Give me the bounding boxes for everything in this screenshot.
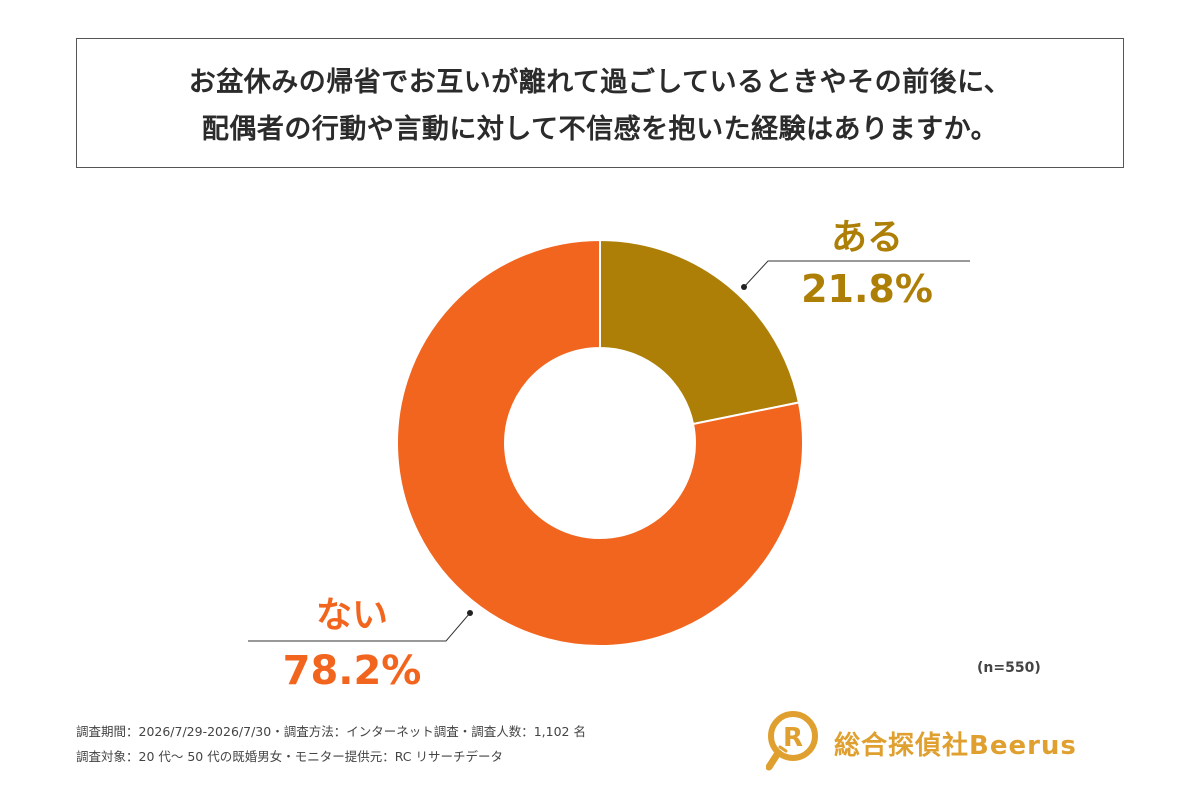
leader-line-nai xyxy=(248,612,471,642)
svg-text:R: R xyxy=(783,723,803,753)
title-line-1: お盆休みの帰省でお互いが離れて過ごしているときやその前後に、 xyxy=(188,67,1012,98)
sample-size-label: (n=550) xyxy=(977,660,1041,676)
value-nai: 78.2% xyxy=(283,648,422,694)
title-line-2: 配偶者の行動や言動に対して不信感を抱いた経験はありますか。 xyxy=(201,114,999,145)
slice-aru xyxy=(599,238,801,426)
label-nai: ない xyxy=(316,595,388,636)
leader-dot-aru xyxy=(741,284,747,290)
company-logo: R 総合探偵社Beerus xyxy=(765,709,1077,777)
footnote-survey-target: 調査対象：20 代～ 50 代の既婚男女・モニター提供元：RC リサーチデータ xyxy=(76,749,503,764)
logo-text: 総合探偵社Beerus xyxy=(834,730,1077,761)
label-aru: ある xyxy=(831,217,903,258)
slice-nai xyxy=(396,238,804,647)
value-aru: 21.8% xyxy=(801,267,933,311)
leader-dot-nai xyxy=(467,610,473,616)
magnifier-r-logo-icon: R xyxy=(765,709,826,777)
leader-line-aru xyxy=(743,260,970,288)
footnote-survey-period: 調査期間：2026/7/29-2026/7/30・調査方法：インターネット調査・… xyxy=(76,724,586,739)
title-box: お盆休みの帰省でお互いが離れて過ごしているときやその前後に、 配偶者の行動や言動… xyxy=(76,38,1124,168)
